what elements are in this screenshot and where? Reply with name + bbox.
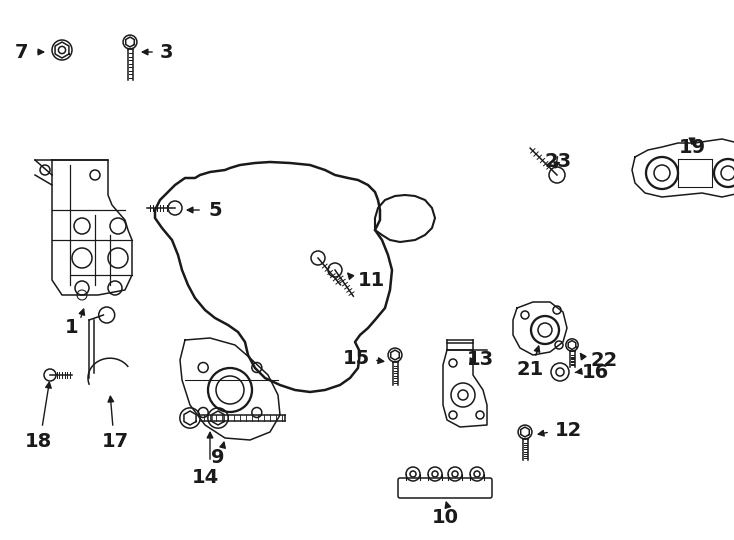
Text: 9: 9 (211, 448, 225, 467)
Text: 21: 21 (517, 360, 544, 379)
Text: 23: 23 (545, 152, 572, 171)
Text: 5: 5 (208, 200, 222, 219)
Text: 15: 15 (343, 348, 370, 368)
Text: 7: 7 (15, 43, 29, 62)
FancyBboxPatch shape (398, 478, 492, 498)
Text: 6: 6 (733, 408, 734, 427)
Text: 13: 13 (466, 350, 493, 369)
Text: 18: 18 (24, 432, 51, 451)
Text: 16: 16 (582, 362, 609, 381)
Text: 3: 3 (160, 43, 173, 62)
Text: 14: 14 (192, 468, 219, 487)
Text: 22: 22 (590, 350, 617, 369)
Text: 12: 12 (555, 421, 582, 440)
Text: 4: 4 (733, 338, 734, 357)
Text: 11: 11 (358, 271, 385, 289)
Text: 17: 17 (101, 432, 128, 451)
Text: 1: 1 (65, 318, 79, 337)
Text: 19: 19 (678, 138, 705, 157)
Text: 10: 10 (432, 508, 459, 527)
